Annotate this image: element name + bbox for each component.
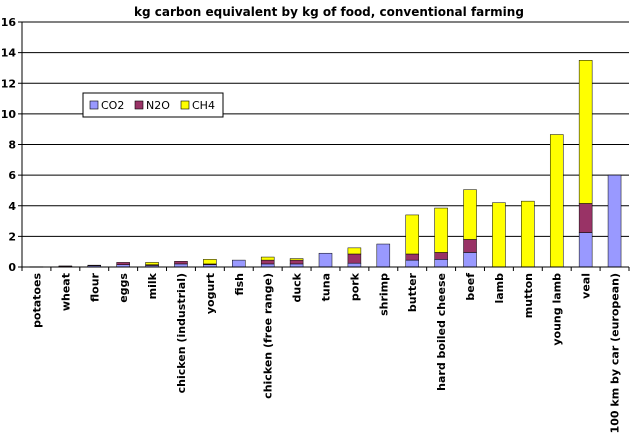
x-tick-label: butter: [406, 272, 419, 312]
bar-segment-co2: [318, 252, 333, 268]
x-tick-label: milk: [146, 272, 159, 299]
legend-swatch-n2o: [134, 100, 144, 110]
x-tick-label: beef: [464, 273, 477, 301]
x-axis: potatoes wheat flour eggs milk chicken (indus…: [21, 266, 630, 433]
x-tick-label: veal: [580, 273, 593, 299]
x-tick-label: 100 km by car (european): [609, 273, 622, 433]
x-tick-label: hard boiled cheese: [435, 273, 448, 391]
x-tick-label: eggs: [117, 273, 130, 303]
y-tick-label: 0: [8, 261, 16, 274]
legend-swatch-ch4: [180, 100, 190, 110]
bar-segment-ch4: [203, 259, 217, 265]
legend: CO2 N2O CH4: [82, 92, 224, 118]
x-tick-label: tuna: [320, 273, 333, 301]
y-axis: 0 2 4 6 8 10 12 14 16: [1, 16, 23, 274]
bar-segment-co2: [578, 232, 593, 268]
bar-segment-n2o: [260, 259, 275, 265]
chart-title: kg carbon equivalent by kg of food, conv…: [134, 5, 524, 19]
x-tick-label: chicken (free range): [262, 273, 275, 399]
x-tick-label: potatoes: [30, 273, 43, 328]
bar-segment-n2o: [463, 239, 477, 253]
bar-segment-co2: [347, 262, 362, 268]
bar-segment-co2: [434, 259, 448, 268]
bar-segment-ch4: [463, 189, 477, 240]
y-tick-label: 6: [8, 169, 16, 182]
x-tick-label: mutton: [522, 273, 535, 318]
bar-segment-n2o: [434, 252, 448, 260]
bar-segment-ch4: [549, 134, 564, 268]
x-tick-label: duck: [291, 272, 304, 302]
x-tick-label: wheat: [59, 273, 72, 311]
gridlines: [22, 21, 629, 268]
bar-segment-co2: [232, 259, 246, 268]
bar-segment-n2o: [289, 259, 304, 265]
bar-segment-ch4: [405, 214, 419, 255]
y-tick-label: 14: [1, 47, 17, 60]
bar-segment-n2o: [87, 264, 102, 267]
y-tick-label: 4: [8, 200, 16, 213]
x-tick-label: pork: [348, 272, 361, 301]
bar-segment-co2: [376, 243, 391, 268]
bars: [29, 60, 622, 268]
x-tick-label: chicken (industrial): [175, 273, 188, 393]
x-tick-label: flour: [88, 272, 101, 302]
bar-segment-ch4: [289, 258, 304, 261]
x-tick-label: fish: [233, 273, 246, 296]
bar-segment-co2: [463, 252, 477, 268]
bar-segment-n2o: [405, 253, 419, 261]
bar-segment-co2: [405, 259, 419, 268]
bar-segment-n2o: [174, 261, 188, 265]
bar-segment-ch4: [260, 256, 275, 261]
bar-segment-co2: [607, 174, 622, 268]
legend-swatch-co2: [89, 100, 99, 110]
x-tick-label: shrimp: [377, 273, 390, 316]
y-tick-label: 8: [8, 139, 16, 152]
x-tick-label: yogurt: [204, 273, 217, 314]
bar-segment-ch4: [578, 60, 593, 204]
x-tick-label: lamb: [493, 273, 506, 304]
bar-segment-n2o: [578, 203, 593, 233]
y-tick-label: 10: [1, 108, 17, 121]
bar-segment-ch4: [434, 207, 448, 253]
legend-box: [82, 92, 224, 118]
legend-label-ch4: CH4: [192, 99, 215, 112]
bar-segment-n2o: [116, 262, 130, 265]
bar-segment-n2o: [58, 265, 73, 267]
legend-label-co2: CO2: [101, 99, 124, 112]
x-tick-label: young lamb: [551, 273, 564, 346]
y-tick-label: 16: [1, 16, 17, 29]
bar-segment-n2o: [347, 253, 362, 264]
bar-segment-ch4: [145, 262, 159, 265]
bar-segment-ch4: [347, 247, 362, 255]
y-tick-label: 2: [8, 230, 16, 243]
bar-segment-ch4: [521, 200, 535, 268]
y-tick-label: 12: [1, 77, 16, 90]
legend-label-n2o: N2O: [146, 99, 170, 112]
bar-segment-ch4: [492, 202, 506, 268]
